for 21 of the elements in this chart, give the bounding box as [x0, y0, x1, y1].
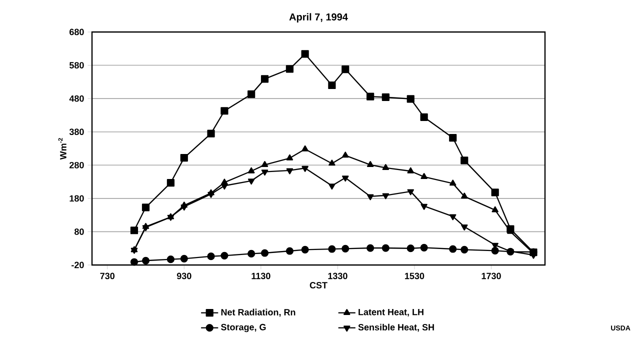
chart-title: April 7, 1994 [289, 13, 348, 22]
y-tick-label: -20 [72, 262, 84, 268]
y-tick-label: 380 [69, 128, 84, 136]
x-axis-title: CST [310, 282, 328, 288]
legend-label: Latent Heat, LH [358, 308, 424, 317]
x-tick-label: 1730 [482, 272, 501, 280]
y-tick-label: 580 [69, 62, 84, 68]
y-tick-label: 480 [69, 95, 84, 102]
x-tick-label: 1130 [252, 272, 270, 280]
y-tick-label: 80 [74, 228, 84, 235]
y-axis-title: Wm$^{-2}$ [58, 138, 66, 160]
y-tick-label: 180 [70, 195, 84, 202]
legend-label: Storage, G [221, 324, 266, 332]
x-tick-label: 930 [176, 272, 192, 280]
y-tick-label: 280 [70, 162, 84, 168]
legend-label: Sensible Heat, SH [358, 324, 434, 332]
x-tick-label: 1330 [328, 272, 348, 280]
x-tick-label: 1530 [405, 272, 424, 280]
x-tick-label: 730 [100, 272, 115, 280]
y-tick-label: 680 [70, 28, 84, 36]
legend-label: Net Radiation, Rn [221, 308, 296, 317]
